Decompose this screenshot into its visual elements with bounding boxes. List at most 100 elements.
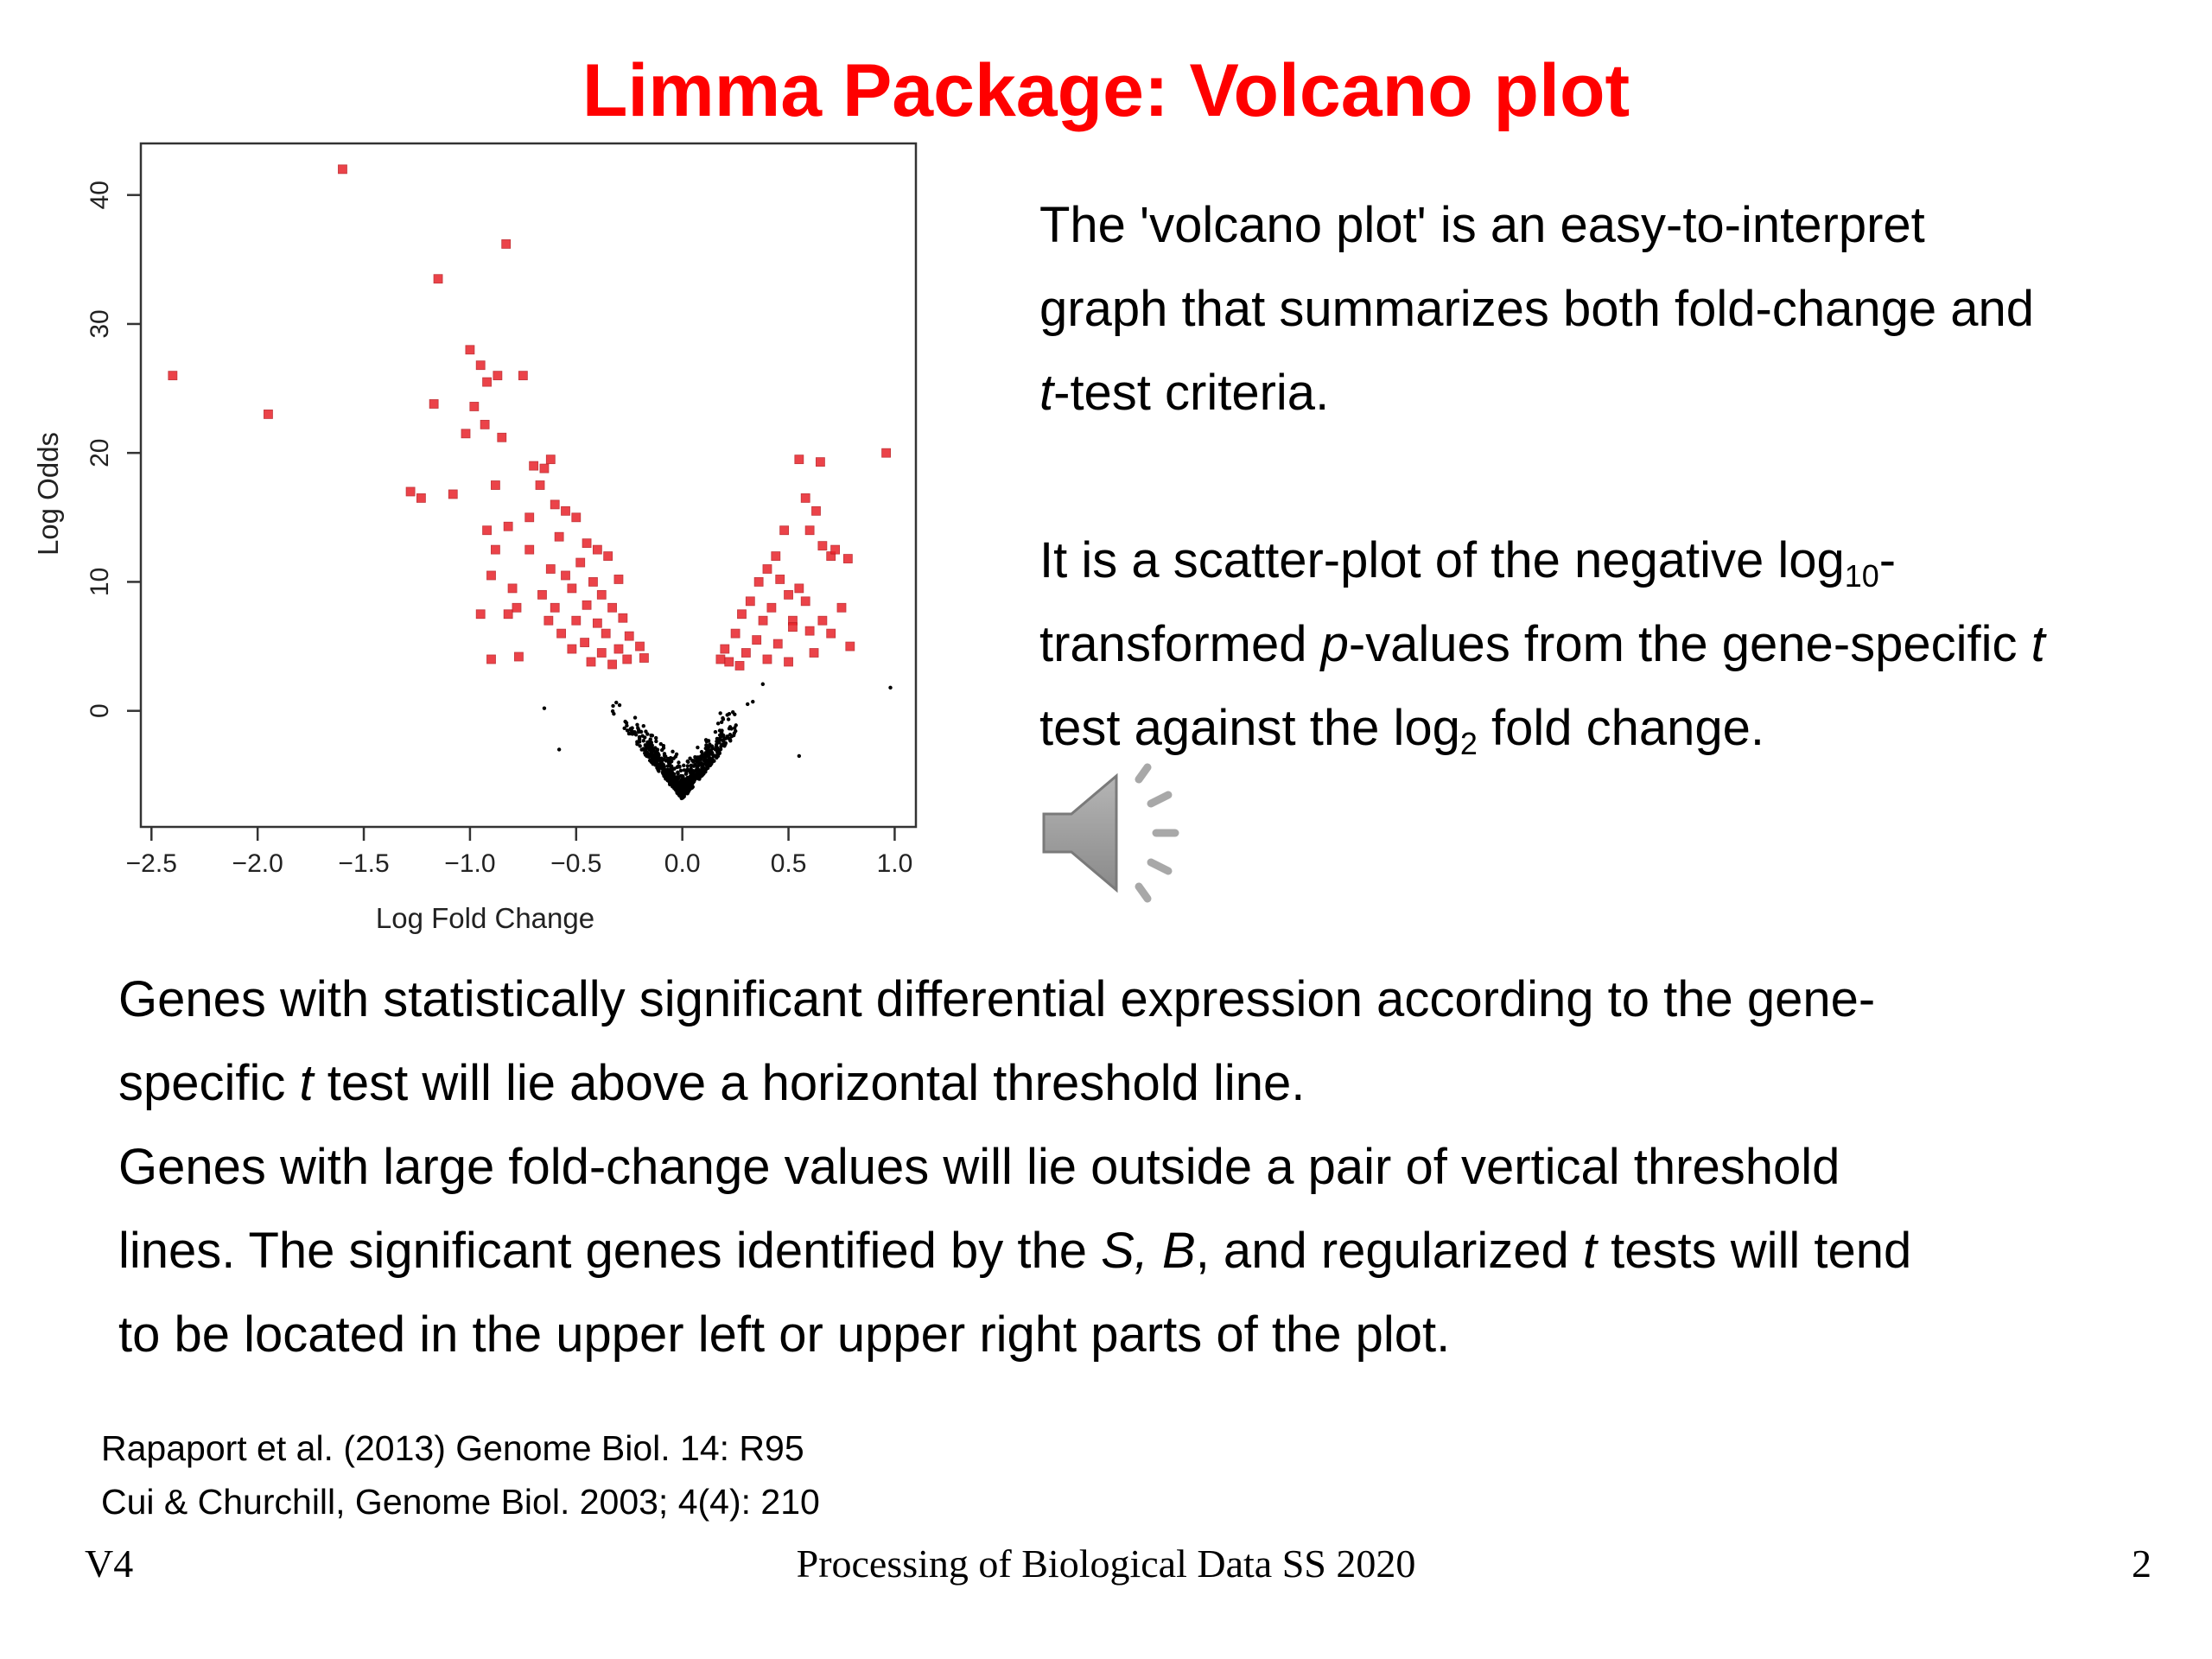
significant-point <box>724 657 734 667</box>
nonsignificant-point <box>614 700 619 705</box>
nonsignificant-point <box>646 743 651 747</box>
body-l4-c: tests will tend <box>1597 1223 1912 1279</box>
nonsignificant-point <box>701 755 706 760</box>
nonsignificant-point <box>654 739 658 744</box>
nonsignificant-point <box>612 711 616 716</box>
nonsignificant-point <box>650 743 654 747</box>
significant-point <box>730 628 741 639</box>
significant-point <box>539 463 550 474</box>
significant-point <box>734 661 745 671</box>
nonsignificant-point <box>678 773 683 779</box>
significant-point <box>771 551 781 561</box>
speaker-icon[interactable] <box>1037 760 1201 920</box>
plot-axes: −2.5 −2.0 −1.5 −1.0 −0.5 0.0 0.5 1.0 0 10 20 30 40 Lo… <box>32 142 918 934</box>
significant-point <box>607 659 617 670</box>
p2-l2-text: transformed <box>1039 616 1321 672</box>
x-tick-label: 0.0 <box>664 849 701 878</box>
reference-1: Rapaport et al. (2013) Genome Biol. 14: … <box>101 1428 804 1468</box>
x-tick-label: −2.5 <box>126 849 177 878</box>
nonsignificant-point <box>704 743 709 747</box>
nonsignificant-point <box>751 699 755 704</box>
nonsignificant-point <box>683 786 687 791</box>
nonsignificant-point <box>617 702 622 708</box>
nonsignificant-point <box>717 733 722 737</box>
nonsignificant-point <box>637 734 642 740</box>
significant-point <box>794 583 804 594</box>
significant-point <box>518 371 528 381</box>
nonsignificant-point <box>679 796 683 800</box>
nonsignificant-point <box>667 773 671 778</box>
body-l4-italic-t: t <box>1582 1223 1597 1279</box>
nonsignificant-point <box>888 685 893 690</box>
x-tick-label: −2.0 <box>232 849 283 878</box>
significant-point <box>503 609 513 620</box>
significant-point <box>405 486 416 497</box>
significant-point <box>752 635 762 645</box>
nonsignificant-point <box>644 747 648 752</box>
nonsignificant-point <box>675 786 680 791</box>
p2-line-3: test against the log2 fold change. <box>1039 686 2180 770</box>
body-l4-a: lines. The significant genes identified … <box>118 1223 1102 1279</box>
significant-point <box>588 577 598 587</box>
nonsignificant-point <box>673 779 678 785</box>
significant-point <box>461 429 471 439</box>
nonsignificant-point <box>662 774 666 779</box>
significant-point <box>550 499 560 510</box>
body-l2-a: specific <box>118 1055 300 1111</box>
significant-point <box>567 583 577 594</box>
significant-point <box>491 480 500 490</box>
significant-point <box>486 570 496 581</box>
nonsignificant-point <box>556 747 562 752</box>
significant-point <box>507 583 518 594</box>
nonsignificant-point <box>715 755 719 760</box>
significant-point <box>465 345 475 355</box>
body-l4-italic-sb: S, B <box>1101 1223 1196 1279</box>
significant-point <box>338 164 347 175</box>
nonsignificant-point <box>676 764 681 769</box>
footer-center: Processing of Biological Data SS 2020 <box>796 1541 1416 1586</box>
significant-point <box>554 531 564 542</box>
significant-point <box>482 377 492 387</box>
y-tick-label: 0 <box>86 703 114 718</box>
nonsignificant-point <box>717 728 722 733</box>
nonsignificant-point <box>726 717 731 721</box>
significant-point <box>543 615 554 626</box>
nonsignificant-point <box>705 764 709 769</box>
significant-point <box>816 457 825 467</box>
nonsignificant-point <box>641 724 645 728</box>
significant-point <box>537 589 547 600</box>
nonsignificant-point <box>699 749 704 754</box>
significant-point <box>766 602 777 613</box>
significant-point <box>550 602 560 613</box>
nonsignificant-point <box>691 760 696 764</box>
significant-point <box>775 575 785 584</box>
p2-l1-text: It is a scatter-plot of the negative log <box>1039 532 1845 588</box>
significant-point <box>486 654 496 664</box>
reference-2: Cui & Churchill, Genome Biol. 2003; 4(4)… <box>101 1482 820 1522</box>
nonsignificant-point <box>691 764 696 768</box>
volcano-plot: −2.5 −2.0 −1.5 −1.0 −0.5 0.0 0.5 1.0 0 10 20 30 40 Lo… <box>17 130 933 950</box>
significant-point <box>491 544 500 555</box>
significant-point <box>480 419 490 429</box>
nonsignificant-point <box>797 753 802 759</box>
nonsignificant-point <box>653 758 658 762</box>
description-paragraph-1: The 'volcano plot' is an easy-to-interpr… <box>1039 183 2180 435</box>
significant-point <box>811 505 821 516</box>
nonsignificant-point <box>645 732 650 736</box>
significant-point <box>561 505 570 516</box>
significant-point <box>529 461 539 471</box>
nonsignificant-point <box>625 723 629 728</box>
nonsignificant-point <box>635 722 639 728</box>
significant-point <box>545 454 556 465</box>
significant-point <box>784 657 793 667</box>
nonsignificant-point <box>713 729 718 734</box>
nonsignificant-point <box>734 723 738 728</box>
nonsignificant-point <box>716 739 721 743</box>
significant-point <box>800 493 810 503</box>
nonsignificant-point <box>682 763 686 768</box>
significant-point <box>535 480 545 490</box>
nonsignificant-point <box>746 702 750 707</box>
nonsignificant-point <box>677 760 681 765</box>
y-tick-label: 30 <box>86 309 114 338</box>
p2-line-2: transformed p-values from the gene-speci… <box>1039 602 2180 686</box>
